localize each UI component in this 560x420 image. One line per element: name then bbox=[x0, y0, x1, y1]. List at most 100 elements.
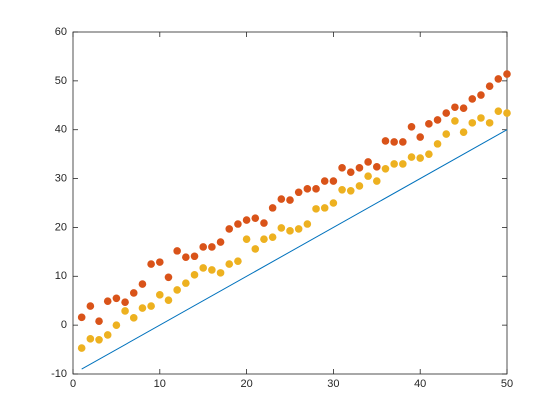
point bbox=[416, 133, 425, 141]
point bbox=[147, 260, 155, 268]
y-tick-label: 40 bbox=[55, 124, 67, 136]
point bbox=[121, 307, 129, 315]
point bbox=[381, 165, 390, 173]
point bbox=[477, 114, 485, 122]
y-tick-label: 30 bbox=[55, 172, 67, 184]
point bbox=[459, 104, 468, 113]
point bbox=[416, 154, 425, 162]
point bbox=[503, 109, 511, 117]
point bbox=[147, 302, 155, 310]
point bbox=[468, 95, 477, 103]
point bbox=[329, 177, 338, 185]
point bbox=[494, 107, 503, 115]
point bbox=[268, 233, 277, 241]
point bbox=[156, 291, 164, 299]
point bbox=[425, 120, 433, 128]
point bbox=[485, 82, 494, 91]
point bbox=[494, 75, 503, 83]
point bbox=[251, 245, 260, 253]
point bbox=[485, 119, 494, 127]
point bbox=[355, 182, 364, 190]
line bbox=[81, 129, 508, 370]
point bbox=[86, 335, 95, 343]
y-tick-label: 0 bbox=[61, 319, 67, 331]
point bbox=[156, 258, 164, 266]
x-tick-label: 0 bbox=[70, 378, 76, 390]
point bbox=[103, 331, 112, 339]
point bbox=[216, 238, 225, 246]
point bbox=[225, 260, 234, 268]
point bbox=[95, 317, 103, 326]
point bbox=[442, 109, 451, 117]
point bbox=[138, 304, 147, 312]
point bbox=[407, 153, 416, 161]
point bbox=[86, 302, 95, 310]
point bbox=[95, 336, 103, 344]
point bbox=[320, 204, 329, 212]
point bbox=[77, 344, 86, 352]
point bbox=[503, 70, 511, 78]
point bbox=[182, 253, 190, 262]
point bbox=[225, 225, 234, 233]
point bbox=[77, 313, 86, 322]
point bbox=[164, 273, 173, 282]
point bbox=[173, 247, 181, 255]
x-tick-label: 30 bbox=[327, 378, 339, 390]
point bbox=[286, 227, 294, 235]
point bbox=[381, 137, 390, 145]
point bbox=[425, 150, 433, 158]
x-tick-label: 50 bbox=[501, 378, 513, 390]
point bbox=[129, 289, 138, 297]
point bbox=[433, 116, 442, 124]
point bbox=[199, 264, 207, 272]
point bbox=[320, 177, 329, 185]
point bbox=[260, 235, 268, 243]
point bbox=[338, 186, 346, 194]
point bbox=[433, 140, 442, 148]
point bbox=[399, 138, 407, 146]
point bbox=[138, 280, 147, 288]
point bbox=[277, 224, 286, 232]
point bbox=[364, 158, 372, 166]
point bbox=[373, 177, 381, 185]
point bbox=[260, 219, 268, 227]
x-tick-label: 20 bbox=[240, 378, 252, 390]
point bbox=[355, 164, 364, 172]
point bbox=[399, 160, 407, 168]
point bbox=[364, 172, 372, 180]
point bbox=[234, 257, 242, 265]
point bbox=[208, 266, 216, 274]
point bbox=[268, 204, 277, 212]
point bbox=[277, 195, 286, 203]
point bbox=[346, 168, 355, 177]
point bbox=[173, 286, 181, 294]
point bbox=[346, 186, 355, 195]
point bbox=[121, 298, 129, 306]
point bbox=[242, 216, 251, 224]
point bbox=[312, 205, 320, 213]
y-tick-label: 20 bbox=[55, 221, 67, 233]
point bbox=[286, 196, 294, 204]
point bbox=[234, 220, 242, 228]
point bbox=[390, 160, 398, 168]
point bbox=[459, 128, 468, 136]
point bbox=[164, 296, 173, 305]
point bbox=[407, 122, 416, 131]
y-tick-label: 50 bbox=[55, 75, 67, 87]
point bbox=[112, 294, 121, 303]
point bbox=[468, 119, 477, 127]
point bbox=[294, 188, 303, 197]
point bbox=[451, 103, 459, 112]
point bbox=[129, 314, 138, 322]
point bbox=[312, 185, 320, 193]
point bbox=[182, 279, 190, 287]
point bbox=[303, 220, 312, 228]
point bbox=[477, 91, 485, 99]
point bbox=[451, 117, 459, 125]
point bbox=[373, 163, 381, 171]
y-tick-label: 10 bbox=[55, 270, 67, 282]
point bbox=[329, 199, 338, 207]
y-tick-label: -10 bbox=[51, 368, 67, 380]
point bbox=[338, 164, 346, 172]
